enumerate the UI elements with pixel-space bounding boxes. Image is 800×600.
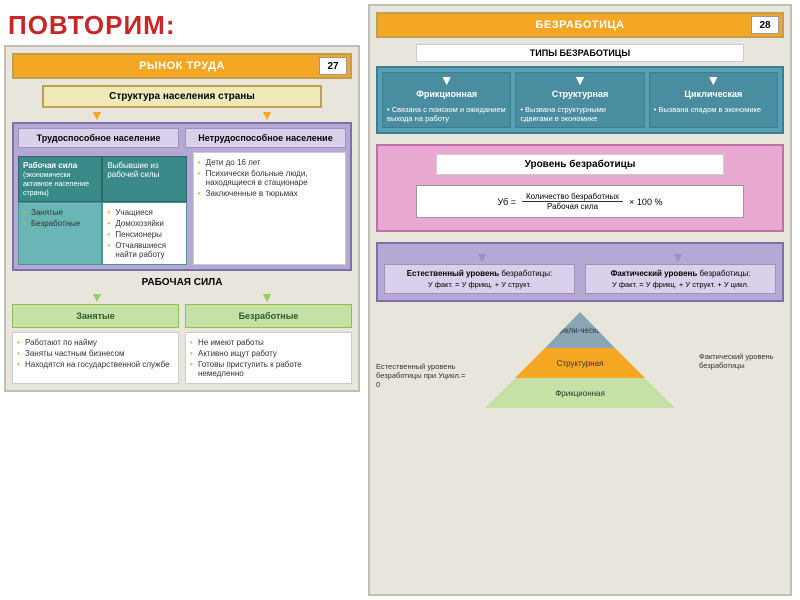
- left-card: РЫНОК ТРУДА 27 Структура населения стран…: [4, 45, 360, 392]
- formula-box: Уб = Количество безработных Рабочая сила…: [416, 185, 744, 218]
- right-header: БЕЗРАБОТИЦА 28: [376, 12, 784, 38]
- population-panel: Трудоспособное население Нетрудоспособно…: [12, 122, 352, 271]
- arrow-down-icon: ▼: [90, 108, 104, 122]
- pyramid-label-right: Фактический уровень безработицы: [699, 352, 784, 370]
- labor-force-cell: Занятые Безработные: [18, 202, 102, 265]
- formula-rhs: × 100 %: [629, 197, 662, 207]
- formula-fraction: Количество безработных Рабочая сила: [522, 192, 623, 211]
- left-labor-header: Выбывшие из рабочей силы: [102, 156, 186, 202]
- unable-pop-box: Нетрудоспособное население: [185, 128, 346, 148]
- unable-list: Дети до 16 лет Психически больные люди, …: [198, 157, 341, 199]
- arrow-down-icon: ▼: [90, 290, 104, 304]
- arrow-down-icon: ▼: [260, 108, 274, 122]
- types-panel: ▼ Фрикционная • Связана с поиском и ожид…: [376, 66, 784, 134]
- labor-force-list: Занятые Безработные: [23, 207, 97, 229]
- formula-lhs: Уб =: [498, 197, 516, 207]
- pyramid-tier-structural: Структурная: [515, 348, 645, 378]
- pyramid-tier-cyclical: Цикли-ческая: [545, 312, 615, 348]
- right-card: БЕЗРАБОТИЦА 28 ТИПЫ БЕЗРАБОТИЦЫ ▼ Фрикци…: [368, 4, 792, 596]
- employed-title: Занятые: [12, 304, 179, 328]
- employed-list: Работают по найму Заняты частным бизнесо…: [17, 337, 174, 370]
- able-pop-box: Трудоспособное население: [18, 128, 179, 148]
- type-col-frictional: ▼ Фрикционная • Связана с поиском и ожид…: [382, 72, 511, 128]
- type-col-structural: ▼ Структурная • Вызвана структурными сдв…: [515, 72, 644, 128]
- unemployed-title: Безработные: [185, 304, 352, 328]
- structure-title: Структура населения страны: [42, 85, 322, 108]
- pyramid-tier-frictional: Фрикционная: [485, 378, 675, 408]
- employed-list-box: Работают по найму Заняты частным бизнесо…: [12, 332, 179, 384]
- labor-force-header: Рабочая сила (экономически активное насе…: [18, 156, 102, 202]
- main-title: ПОВТОРИМ:: [8, 10, 360, 41]
- types-title: ТИПЫ БЕЗРАБОТИЦЫ: [416, 44, 744, 62]
- natural-level-box: Естественный уровень безработицы: У факт…: [384, 264, 575, 294]
- arrow-down-icon: ▼: [260, 290, 274, 304]
- page-number-right: 28: [751, 16, 779, 34]
- pyramid: Цикли-ческая Структурная Фрикционная Ест…: [376, 312, 784, 432]
- arrow-down-icon: ▼: [671, 250, 685, 264]
- arrow-down-icon: ▼: [440, 73, 454, 87]
- page-number-left: 27: [319, 57, 347, 75]
- unable-list-box: Дети до 16 лет Психически больные люди, …: [193, 152, 346, 265]
- level-title: Уровень безработицы: [436, 154, 724, 175]
- actual-level-box: Фактический уровень безработицы: У факт.…: [585, 264, 776, 294]
- arrow-down-icon: ▼: [573, 73, 587, 87]
- level-panel: Уровень безработицы Уб = Количество безр…: [376, 144, 784, 232]
- pyramid-label-left: Естественный уровень безработицы при Уци…: [376, 362, 471, 389]
- left-header: РЫНОК ТРУДА 27: [12, 53, 352, 79]
- type-col-cyclical: ▼ Циклическая • Вызвана спадом в экономи…: [649, 72, 778, 128]
- left-labor-cell: Учащиеся Домохозяйки Пенсионеры Отчаявши…: [102, 202, 186, 265]
- labor-section-title: РАБОЧАЯ СИЛА: [12, 277, 352, 288]
- arrow-down-icon: ▼: [475, 250, 489, 264]
- left-labor-list: Учащиеся Домохозяйки Пенсионеры Отчаявши…: [107, 207, 181, 260]
- unemployed-list-box: Не имеют работы Активно ищут работу Гото…: [185, 332, 352, 384]
- arrow-down-icon: ▼: [706, 73, 720, 87]
- left-header-title: РЫНОК ТРУДА: [139, 60, 225, 72]
- levels-panel: ▼ ▼ Естественный уровень безработицы: У ф…: [376, 242, 784, 302]
- right-header-title: БЕЗРАБОТИЦА: [535, 19, 624, 31]
- unemployed-list: Не имеют работы Активно ищут работу Гото…: [190, 337, 347, 379]
